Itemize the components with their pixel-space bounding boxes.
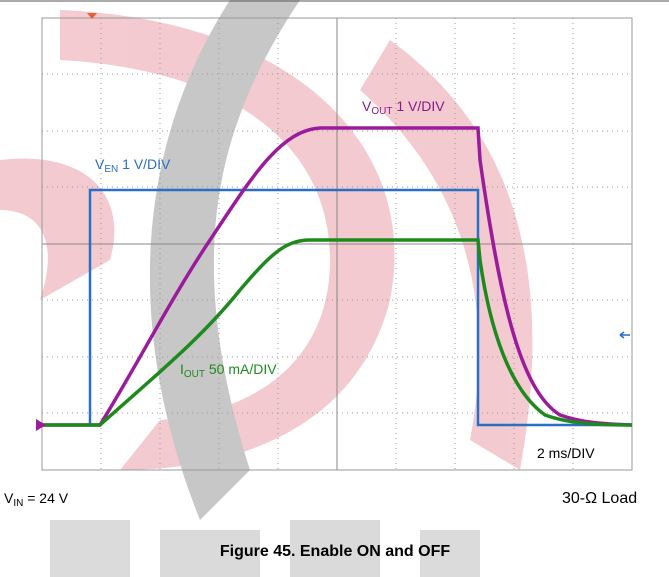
ven-label: VEN 1 V/DIV [95,156,171,175]
load-label: 30-Ω Load [562,490,637,507]
vout-trace [42,126,633,427]
graticule-axes [41,17,633,471]
trace-marker [36,419,46,431]
input-label: VIN = 24 V [4,490,69,509]
vout-label: VOUT 1 V/DIV [362,98,445,117]
iout-trace [42,238,633,427]
level-marker [619,331,630,339]
timebase: 2 ms/DIV [537,445,595,461]
trigger-marker [87,13,97,19]
caption: Figure 45. Enable ON and OFF [220,543,450,560]
iout-label: IOUT 50 mA/DIV [180,361,277,380]
watermark [0,0,533,577]
